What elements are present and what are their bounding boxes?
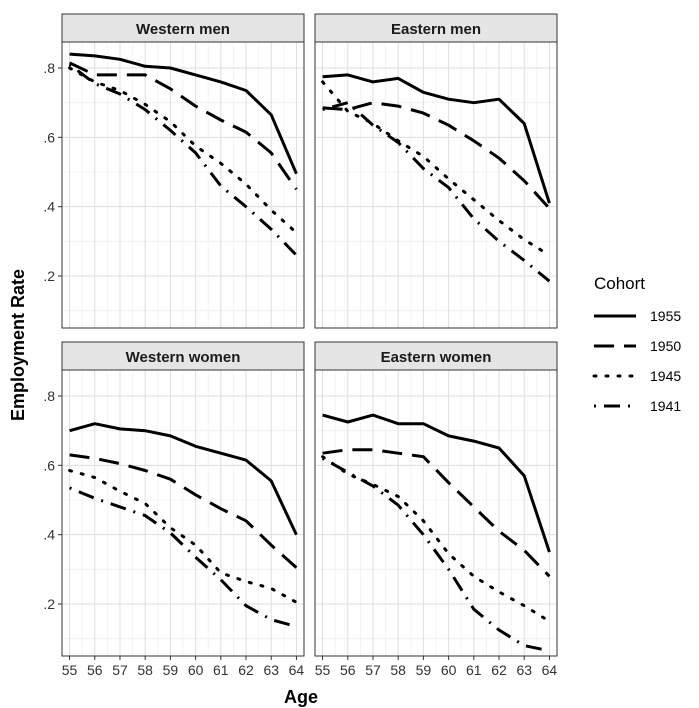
legend-keys: 1955 1950 1945 1941 (592, 308, 681, 414)
facet-strip (61, 341, 305, 371)
x-tick-label: 58 (390, 662, 406, 678)
x-tick-label: 58 (137, 662, 153, 678)
panel-border (61, 41, 305, 329)
panel-border (61, 369, 305, 657)
facet-title: Eastern men (391, 21, 481, 38)
series-line-1945 (68, 66, 298, 235)
x-tick-label: 61 (466, 662, 482, 678)
x-tick-label: 62 (238, 662, 254, 678)
legend-label: 1945 (650, 368, 681, 384)
y-tick-label: .8 (43, 60, 55, 76)
y-axis-title: Employment Rate (8, 269, 28, 421)
series-line-1950 (322, 448, 551, 578)
legend-label: 1955 (650, 308, 681, 324)
legend-label: 1941 (650, 398, 681, 414)
x-tick-label: 57 (112, 662, 128, 678)
x-tick-label: 63 (263, 662, 279, 678)
x-tick-label: 59 (163, 662, 179, 678)
series-line-1950 (322, 101, 551, 210)
series-line-1955 (322, 413, 551, 553)
y-tick-label: .6 (43, 129, 55, 145)
x-tick-label: 56 (340, 662, 356, 678)
y-tick-label: .6 (43, 457, 55, 473)
series-line-1941 (322, 101, 551, 283)
series-line-1950 (69, 453, 298, 569)
y-tick-label: .4 (43, 199, 55, 215)
x-tick-label: 55 (315, 662, 331, 678)
y-tick-label: .2 (43, 268, 55, 284)
x-tick-label: 63 (516, 662, 532, 678)
x-tick-label: 60 (441, 662, 457, 678)
legend: Cohort 1955 1950 1945 1941 (592, 274, 681, 414)
series-line-1955 (322, 73, 551, 204)
facet-panel: Eastern men (314, 13, 558, 329)
facet-panel: Western men .2 .4 .6 .8 (43, 13, 305, 329)
y-tick-label: .2 (43, 596, 55, 612)
x-tick-label: 62 (491, 662, 507, 678)
y-tick-label: .8 (43, 388, 55, 404)
panel-border (314, 369, 558, 657)
series-line-1941 (68, 63, 298, 257)
panel-border (314, 41, 558, 329)
facet-title: Eastern women (381, 349, 492, 366)
series-line-1941 (321, 457, 550, 653)
y-tick-label: .4 (43, 527, 55, 543)
series-line-1955 (69, 422, 298, 536)
x-axis-title: Age (284, 687, 318, 707)
x-tick-label: 64 (542, 662, 558, 678)
facet-panel: Eastern women 55 56 57 58 59 60 61 62 63 64 (314, 341, 558, 678)
x-tick-label: 61 (213, 662, 229, 678)
facet-panel: Western women .2 .4 .6 .8 55 56 57 58 59 60 61 62 63 6… (43, 341, 305, 678)
legend-label: 1950 (650, 338, 681, 354)
x-tick-label: 59 (416, 662, 432, 678)
facet-strip (61, 13, 305, 43)
x-tick-label: 56 (87, 662, 103, 678)
x-tick-label: 60 (188, 662, 204, 678)
facet-strip (314, 341, 558, 371)
x-tick-label: 57 (365, 662, 381, 678)
series-line-1945 (68, 469, 298, 604)
facet-title: Western men (136, 21, 230, 38)
legend-title: Cohort (594, 274, 645, 293)
facet-panels: Western men .2 .4 .6 .8 Eastern men Western wo… (43, 13, 558, 678)
facet-title: Western women (126, 349, 241, 366)
series-line-1950 (68, 61, 298, 191)
series-line-1955 (69, 52, 298, 175)
series-line-1945 (321, 455, 551, 623)
x-tick-label: 55 (62, 662, 78, 678)
x-tick-label: 64 (289, 662, 305, 678)
series-line-1945 (321, 80, 551, 257)
